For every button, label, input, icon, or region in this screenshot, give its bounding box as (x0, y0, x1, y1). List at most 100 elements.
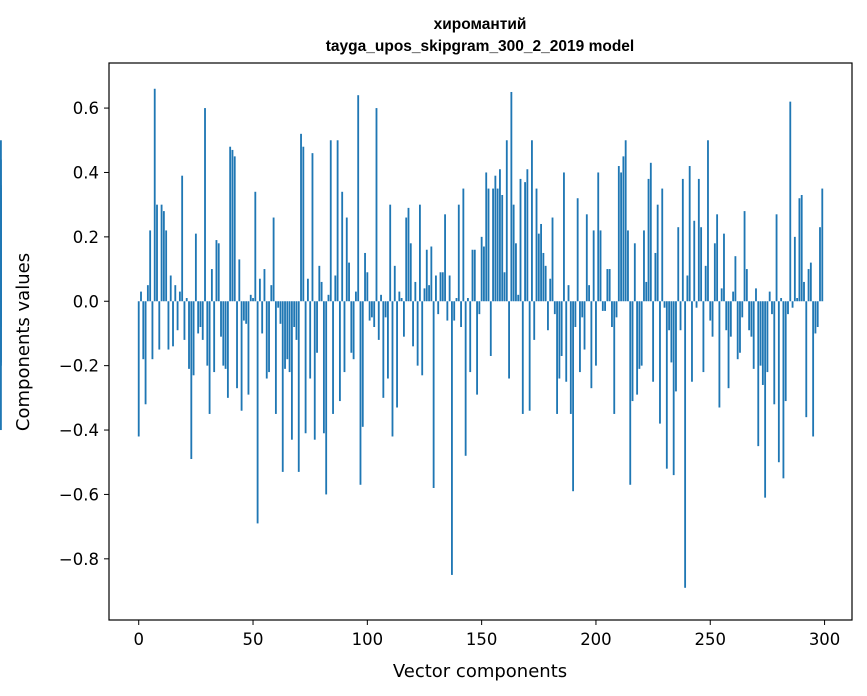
bar (501, 195, 504, 302)
bar (277, 301, 280, 308)
bar (659, 301, 661, 424)
bar (316, 301, 318, 353)
bar (693, 220, 696, 302)
bar (359, 301, 362, 485)
bar (656, 204, 659, 302)
bar (489, 301, 492, 356)
bar (761, 301, 764, 385)
bar (201, 301, 204, 340)
bar (764, 301, 767, 498)
bar (441, 272, 444, 302)
bar (814, 301, 817, 334)
bar (569, 301, 572, 414)
bar (583, 301, 586, 350)
bar (236, 301, 238, 389)
bar (400, 298, 403, 302)
bar (736, 301, 739, 360)
bar (725, 301, 728, 331)
x-tick-label: 250 (695, 630, 727, 649)
bar (665, 301, 668, 469)
bar (185, 298, 188, 302)
bar (247, 301, 250, 395)
bar (380, 294, 382, 302)
bar (389, 204, 392, 302)
bar (300, 133, 302, 302)
bar (540, 223, 542, 302)
x-tick-label: 150 (466, 630, 498, 649)
y-tick-label: −0.4 (59, 421, 99, 440)
bar (524, 182, 526, 302)
bar (268, 301, 270, 373)
bar (197, 301, 200, 334)
bar (462, 188, 465, 302)
bar (697, 178, 700, 302)
bar (533, 301, 536, 340)
bar (755, 288, 757, 302)
bar (194, 233, 197, 302)
bar (270, 285, 273, 302)
bar (590, 301, 593, 389)
bar (544, 265, 547, 302)
bar (233, 156, 236, 302)
bar (604, 301, 607, 311)
bar (487, 188, 490, 302)
bar (652, 301, 655, 382)
bar (258, 278, 261, 302)
bar (588, 285, 591, 302)
bar (748, 301, 751, 331)
bar (739, 301, 741, 353)
bar (215, 240, 218, 302)
bar (515, 243, 517, 302)
bar (354, 291, 357, 302)
bar (204, 108, 206, 302)
bar (238, 259, 241, 302)
bar (142, 301, 145, 360)
bar (329, 140, 332, 302)
bar (290, 301, 293, 440)
bar (421, 301, 424, 376)
bar (528, 301, 531, 411)
bar (627, 230, 629, 302)
bar (688, 166, 691, 302)
bar (812, 301, 815, 437)
bar (519, 178, 522, 302)
bar (485, 172, 488, 302)
bar (231, 149, 234, 302)
bar (158, 301, 161, 350)
bar (167, 301, 170, 350)
bar (293, 301, 296, 328)
bar (341, 191, 344, 302)
bar (638, 301, 641, 369)
bar (256, 301, 259, 524)
bar (521, 301, 524, 414)
bar (531, 140, 533, 302)
bar (265, 301, 268, 379)
bar (709, 301, 712, 321)
bar (576, 198, 579, 302)
bar (181, 175, 184, 302)
bar (313, 301, 316, 440)
bar (645, 281, 648, 302)
bar (613, 301, 616, 414)
bar (213, 301, 216, 373)
bar (249, 294, 252, 302)
bar (649, 162, 652, 302)
bar (471, 249, 474, 302)
bar (549, 278, 552, 302)
bar (805, 301, 808, 418)
bar (743, 211, 746, 302)
x-tick-label: 300 (809, 630, 841, 649)
bar (679, 301, 682, 331)
bar (670, 301, 673, 363)
y-tick-label: 0.2 (73, 228, 99, 247)
bar (229, 146, 232, 302)
bar (297, 301, 300, 472)
bar (327, 294, 330, 302)
bar (793, 236, 796, 302)
bar (565, 301, 568, 382)
bar (553, 301, 556, 315)
bar (240, 301, 243, 411)
bar (473, 249, 476, 302)
bar (494, 175, 497, 302)
bar (398, 291, 401, 302)
